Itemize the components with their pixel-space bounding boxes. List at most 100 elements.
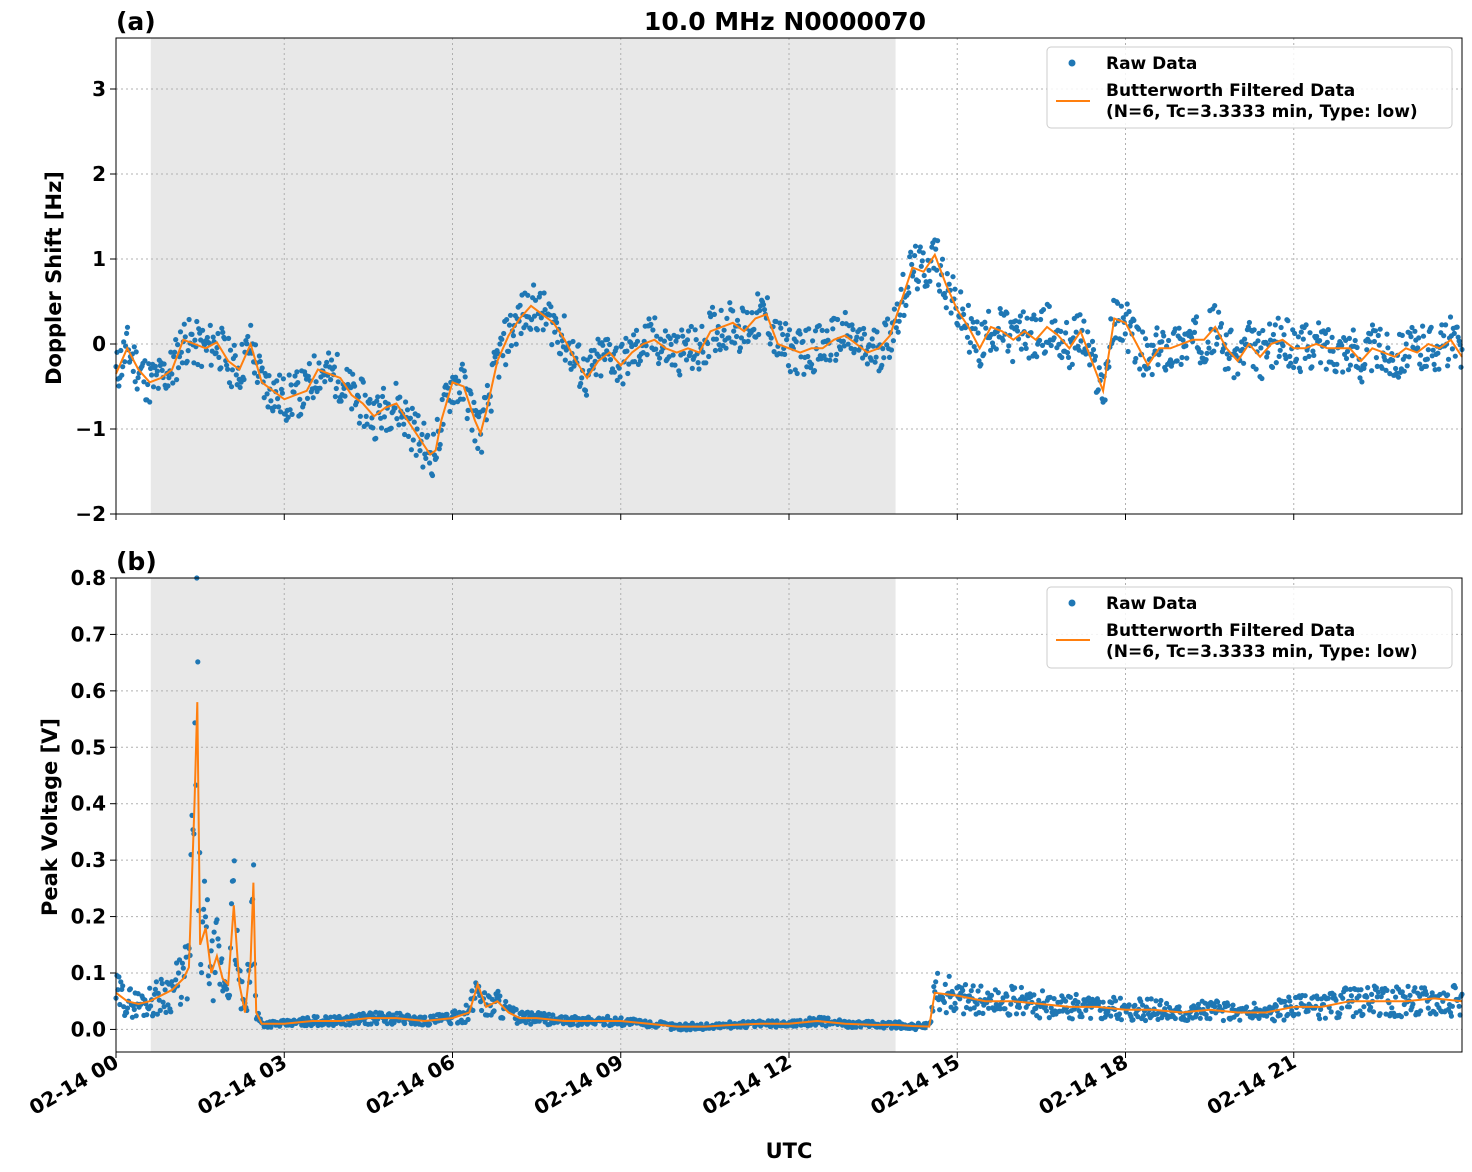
raw-data-point [971, 344, 977, 350]
raw-data-point [1206, 345, 1212, 351]
raw-data-point [394, 416, 400, 422]
raw-data-point [232, 353, 238, 359]
raw-data-point [718, 307, 724, 313]
raw-data-point [1457, 1012, 1463, 1018]
raw-data-point [1348, 993, 1354, 999]
raw-data-point [1038, 316, 1044, 323]
raw-data-point [724, 315, 730, 321]
raw-data-point [835, 316, 841, 323]
raw-data-point [978, 361, 984, 367]
raw-data-point [1368, 331, 1374, 337]
raw-data-point [1385, 345, 1391, 351]
raw-data-point [1281, 1017, 1287, 1023]
raw-data-point [1051, 335, 1057, 341]
raw-data-point [970, 983, 976, 989]
raw-data-point [131, 344, 137, 350]
raw-data-point [914, 286, 921, 292]
raw-data-point [248, 322, 254, 328]
raw-data-point [1231, 375, 1237, 381]
raw-data-point [1051, 996, 1057, 1002]
raw-data-point [785, 363, 792, 369]
raw-data-point [1008, 1001, 1014, 1007]
raw-data-point [853, 1024, 859, 1030]
raw-data-point [134, 386, 140, 392]
raw-data-point [1430, 347, 1436, 353]
raw-data-point [224, 986, 230, 992]
raw-data-point [1406, 354, 1412, 360]
raw-data-point [656, 360, 662, 367]
raw-data-point [974, 1001, 980, 1007]
x-tick-label: 02-14 09 [530, 1050, 628, 1120]
raw-data-point [1214, 341, 1220, 347]
raw-data-point [328, 357, 335, 363]
raw-data-point [823, 1023, 829, 1029]
raw-data-point [886, 354, 893, 360]
raw-data-point [1157, 1002, 1163, 1008]
raw-data-point [1445, 363, 1451, 369]
chart-title: 10.0 MHz N0000070 [644, 7, 926, 36]
raw-data-point [689, 365, 695, 371]
raw-data-point [160, 999, 166, 1005]
raw-data-point [179, 960, 185, 966]
raw-data-point [161, 1004, 167, 1010]
raw-data-point [1428, 324, 1434, 330]
raw-data-point [425, 432, 431, 438]
raw-data-point [227, 347, 234, 353]
raw-data-point [749, 310, 755, 316]
raw-data-point [135, 375, 141, 381]
raw-data-point [280, 376, 286, 382]
raw-data-point [1120, 315, 1126, 321]
raw-data-point [168, 349, 174, 355]
raw-data-point [1452, 985, 1458, 991]
raw-data-point [1193, 1011, 1200, 1018]
raw-data-point [667, 335, 673, 342]
raw-data-point [1433, 1011, 1439, 1017]
raw-data-point [1144, 342, 1150, 348]
raw-data-point [1197, 1015, 1203, 1021]
raw-data-point [1136, 326, 1142, 332]
raw-data-point [404, 407, 411, 413]
raw-data-point [328, 1014, 334, 1020]
raw-data-point [518, 330, 524, 337]
raw-data-point [756, 331, 762, 338]
raw-data-point [1361, 1004, 1367, 1010]
panel-label: (b) [116, 547, 157, 576]
raw-data-point [961, 1011, 967, 1017]
raw-data-point [1403, 1011, 1409, 1017]
raw-data-point [1078, 338, 1084, 344]
raw-data-point [787, 369, 794, 375]
raw-data-point [901, 312, 907, 318]
raw-data-point [542, 307, 548, 313]
raw-data-point [697, 341, 703, 347]
raw-data-point [211, 929, 217, 935]
raw-data-point [670, 352, 676, 358]
raw-data-point [419, 431, 425, 438]
legend-raw-label: Raw Data [1106, 594, 1197, 614]
raw-data-point [204, 897, 210, 903]
legend-filtered-params: (N=6, Tc=3.3333 min, Type: low) [1106, 642, 1418, 662]
raw-data-point [415, 413, 421, 419]
x-tick-labels: 02-14 00 02-14 03 02-14 06 02-14 09 02-14 12… [25, 1050, 1300, 1120]
raw-data-point [570, 1021, 576, 1027]
raw-data-point [624, 348, 630, 354]
raw-data-point [393, 380, 399, 386]
raw-data-point [1212, 303, 1218, 309]
raw-data-point [420, 464, 426, 470]
raw-data-point [119, 372, 125, 378]
raw-data-point [1362, 361, 1368, 368]
raw-data-point [1064, 319, 1070, 326]
raw-data-point [1000, 337, 1006, 343]
raw-data-point [220, 329, 226, 335]
raw-data-point [1334, 361, 1340, 367]
raw-data-point [368, 1021, 374, 1027]
raw-data-point [292, 373, 298, 379]
raw-data-point [1375, 989, 1381, 995]
raw-data-point [147, 985, 153, 991]
raw-data-point [1389, 1005, 1395, 1011]
raw-data-point [175, 970, 182, 976]
raw-data-point [1311, 352, 1317, 358]
raw-data-point [1133, 355, 1139, 362]
raw-data-point [152, 986, 158, 993]
raw-data-point [370, 425, 376, 431]
raw-data-point [582, 387, 589, 394]
